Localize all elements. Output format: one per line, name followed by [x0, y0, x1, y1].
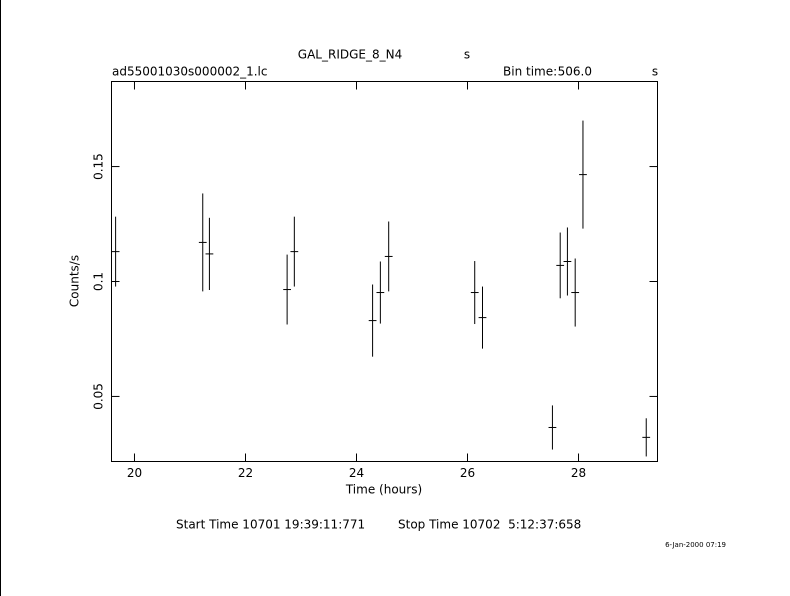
y-tick-label: 0.15	[92, 153, 106, 180]
date-stamp: 6-Jan-2000 07:19	[665, 541, 726, 549]
x-tick-label: 24	[349, 466, 364, 480]
y-axis-label: Counts/s	[68, 255, 82, 307]
plot-frame	[111, 81, 658, 462]
title-unit: s	[464, 48, 470, 62]
bin-time: 506.0	[558, 65, 592, 79]
y-tick-label: 0.05	[92, 383, 106, 410]
x-tick-label: 26	[460, 466, 475, 480]
bin-time-unit: s	[652, 65, 658, 79]
chart-title: GAL_RIDGE_8_N4	[298, 48, 402, 62]
stop-time: Stop Time 10702 5:12:37:658	[398, 518, 581, 532]
y-tick-label: 0.1	[92, 272, 106, 291]
file-name: ad55001030s000002_1.lc	[112, 65, 268, 79]
start-time: Start Time 10701 19:39:11:771	[176, 518, 365, 532]
x-tick-label: 28	[571, 466, 586, 480]
x-tick-label: 22	[238, 466, 253, 480]
bin-time-label: Bin time:	[503, 65, 557, 79]
x-axis-label: Time (hours)	[345, 483, 422, 497]
x-tick-label: 20	[127, 466, 142, 480]
